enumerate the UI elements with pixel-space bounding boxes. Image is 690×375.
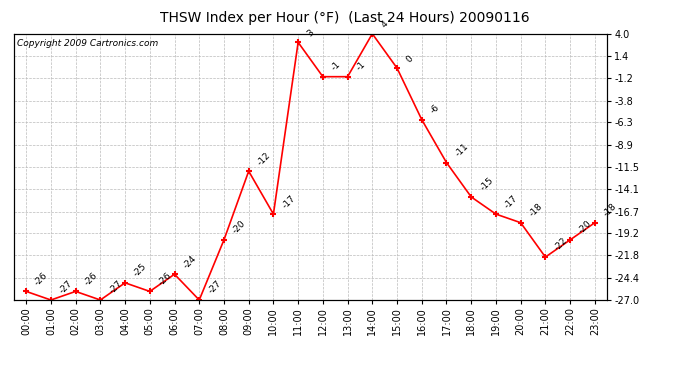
Text: -26: -26 [33,270,50,287]
Text: -6: -6 [428,103,442,116]
Text: -26: -26 [83,270,99,287]
Text: 4: 4 [380,19,390,30]
Text: -26: -26 [157,270,173,287]
Text: -20: -20 [231,219,248,236]
Text: -12: -12 [255,150,273,167]
Text: -18: -18 [528,202,544,219]
Text: -18: -18 [602,202,618,219]
Text: -27: -27 [107,279,124,296]
Text: -27: -27 [58,279,75,296]
Text: -20: -20 [577,219,594,236]
Text: -17: -17 [503,193,520,210]
Text: -22: -22 [552,236,569,253]
Text: -17: -17 [280,193,297,210]
Text: -25: -25 [132,262,149,279]
Text: 0: 0 [404,54,415,64]
Text: 3: 3 [305,28,315,38]
Text: -15: -15 [478,176,495,193]
Text: -1: -1 [330,60,342,72]
Text: THSW Index per Hour (°F)  (Last 24 Hours) 20090116: THSW Index per Hour (°F) (Last 24 Hours)… [160,11,530,25]
Text: -27: -27 [206,279,223,296]
Text: -1: -1 [355,60,367,72]
Text: -11: -11 [453,142,470,158]
Text: Copyright 2009 Cartronics.com: Copyright 2009 Cartronics.com [17,39,158,48]
Text: -24: -24 [181,254,198,270]
